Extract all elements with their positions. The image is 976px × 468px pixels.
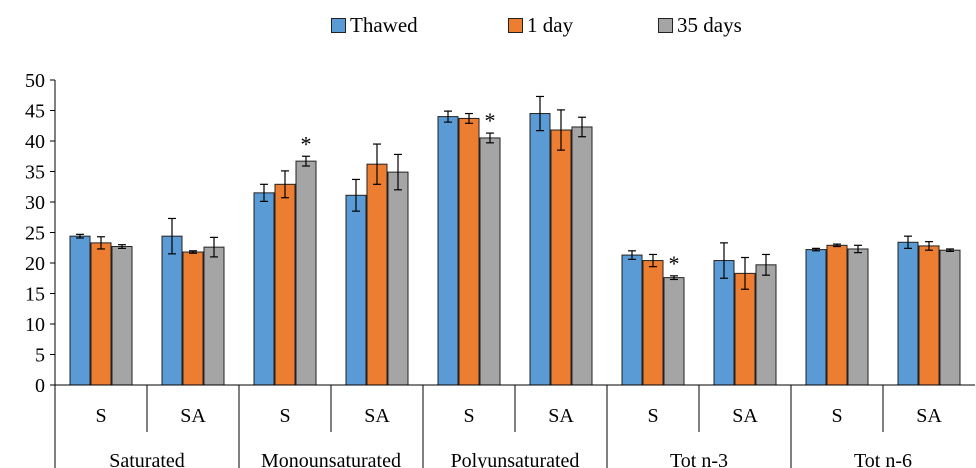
x-group-label: Tot n-6 [854,450,912,468]
y-tick-label: 40 [25,131,45,153]
x-group-label: Tot n-3 [670,450,728,468]
y-tick-label: 30 [25,192,45,214]
bar [90,242,112,386]
legend-label: 1 day [527,13,574,37]
legend-label: 35 days [677,13,742,37]
bar [345,194,367,386]
legend-item: 1 day [508,10,573,40]
x-subcategory-label: S [463,405,474,427]
bar [387,171,409,386]
bar [182,251,204,386]
bar [111,246,133,386]
bar [571,126,593,386]
x-subcategory-label: S [647,405,658,427]
bar [366,163,388,386]
significance-marker: * [485,108,496,133]
y-tick-label: 15 [25,284,45,306]
bar [755,264,777,386]
x-subcategory-label: SA [916,405,942,427]
bar [847,248,869,386]
bar [69,235,91,386]
x-subcategory-label: S [831,405,842,427]
bar [274,183,296,386]
x-subcategory-label: SA [732,405,758,427]
legend-swatch [508,17,523,33]
legend-item: Thawed [331,10,418,40]
bar [805,249,827,386]
bar [897,241,919,386]
x-group-label: Monounsaturated [261,450,401,468]
bar [621,254,643,386]
x-subcategory-label: SA [364,405,390,427]
bar [734,272,756,386]
bar [713,260,735,386]
y-tick-label: 35 [25,162,45,184]
y-tick-label: 5 [35,345,45,367]
legend-swatch [658,17,673,33]
x-subcategory-label: SA [548,405,574,427]
bar [550,129,572,386]
y-tick-label: 25 [25,223,45,245]
legend-swatch [331,17,346,33]
x-subcategory-label: S [279,405,290,427]
bar [479,137,501,386]
bar [437,116,459,386]
significance-marker: * [669,251,680,276]
legend: Thawed 1 day 35 days [0,10,976,40]
x-subcategory-label: SA [180,405,206,427]
legend-label: Thawed [350,13,418,37]
y-tick-label: 20 [25,253,45,275]
bar [663,277,685,386]
bar [295,160,317,386]
bar [939,249,961,386]
bar [918,245,940,386]
y-tick-label: 50 [25,70,45,92]
x-subcategory-label: S [95,405,106,427]
y-tick-label: 10 [25,314,45,336]
x-group-label: Polyunsaturated [451,450,580,468]
x-group-label: Saturated [109,450,185,468]
bar [203,246,225,386]
bar [642,260,664,386]
significance-marker: * [301,131,312,156]
bar [161,235,183,386]
bar [458,117,480,386]
legend-item: 35 days [658,10,742,40]
bar [826,244,848,386]
bar [529,113,551,386]
y-tick-label: 0 [35,375,45,397]
y-tick-label: 45 [25,101,45,123]
bar [253,192,275,386]
